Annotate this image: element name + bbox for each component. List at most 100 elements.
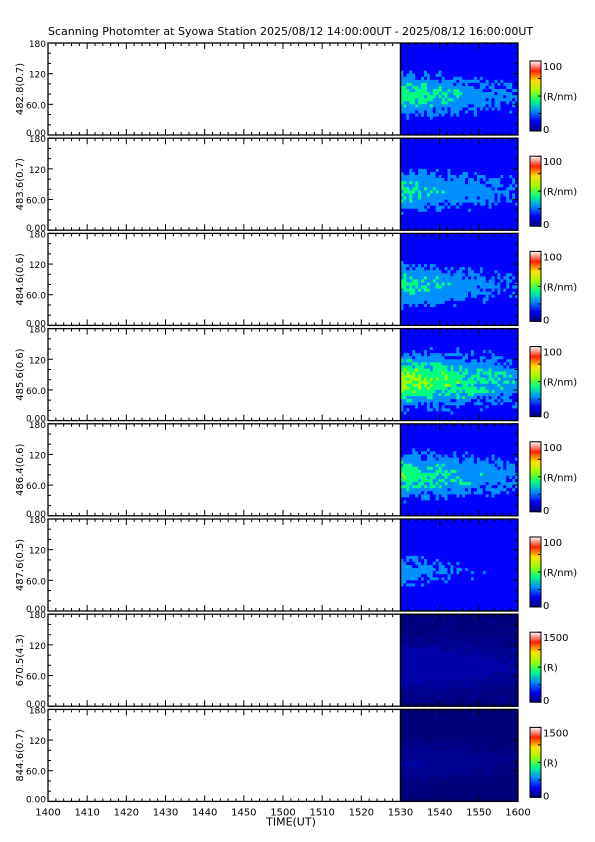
heatmap-cell — [479, 131, 484, 136]
heatmap-cell — [471, 362, 475, 366]
heatmap-cell — [459, 411, 463, 415]
heatmap-cell — [471, 303, 475, 308]
heatmap-cell — [426, 374, 431, 379]
heatmap-cell — [421, 233, 425, 237]
heatmap-cell — [471, 279, 475, 283]
heatmap-cell — [462, 110, 466, 114]
heatmap-cell — [409, 85, 413, 90]
heatmap-cell — [512, 171, 516, 176]
heatmap-cell — [421, 322, 425, 326]
heatmap-cell — [426, 328, 431, 333]
heatmap-cell — [450, 411, 454, 415]
heatmap-cell — [476, 267, 481, 271]
heatmap-cell — [400, 119, 404, 124]
heatmap-cell — [444, 98, 448, 102]
heatmap-cell — [462, 193, 466, 197]
heatmap-cell — [462, 49, 466, 53]
heatmap-cell — [476, 362, 481, 366]
heatmap-cell — [459, 199, 463, 203]
heatmap-cell — [441, 350, 445, 354]
heatmap-cell — [412, 264, 416, 268]
heatmap-cell — [418, 242, 422, 247]
heatmap-cell — [509, 67, 513, 71]
heatmap-cell — [421, 288, 425, 293]
heatmap-cell — [459, 113, 463, 117]
heatmap-cell — [471, 193, 475, 197]
heatmap-cell — [482, 233, 487, 237]
heatmap-cell — [479, 343, 484, 348]
heatmap-cell — [450, 214, 454, 219]
heatmap-cell — [465, 408, 469, 412]
heatmap-cell — [450, 365, 454, 369]
heatmap-cell — [512, 224, 516, 228]
heatmap-cell — [482, 334, 487, 339]
heatmap-cell — [438, 322, 443, 326]
heatmap-cell — [465, 297, 469, 302]
heatmap-cell — [412, 380, 416, 385]
heatmap-cell — [456, 393, 460, 397]
heatmap-cell — [424, 178, 428, 182]
heatmap-cell — [444, 377, 448, 382]
heatmap-cell — [426, 82, 431, 87]
heatmap-cell — [471, 221, 475, 225]
heatmap-cell — [429, 347, 434, 351]
heatmap-cell — [479, 202, 484, 207]
heatmap-cell — [424, 144, 428, 148]
heatmap-cell — [400, 254, 404, 259]
heatmap-cell — [468, 98, 472, 102]
heatmap-cell — [426, 159, 431, 164]
heatmap-cell — [509, 64, 513, 68]
heatmap-cell — [412, 67, 416, 71]
heatmap-cell — [418, 310, 422, 314]
heatmap-cell — [412, 217, 416, 222]
heatmap-cell — [409, 202, 413, 207]
heatmap-cell — [418, 227, 422, 231]
heatmap-cell — [503, 98, 507, 102]
heatmap-cell — [435, 310, 440, 314]
heatmap-cell — [415, 359, 419, 363]
heatmap-cell — [515, 55, 519, 59]
heatmap-cell — [403, 377, 407, 382]
heatmap-cell — [506, 64, 510, 68]
heatmap-cell — [441, 128, 445, 133]
heatmap-cell — [450, 147, 454, 151]
heatmap-cell — [479, 128, 484, 133]
heatmap-cell — [444, 245, 448, 250]
heatmap-cell — [500, 55, 504, 59]
heatmap-cell — [426, 288, 431, 293]
heatmap-cell — [444, 254, 448, 259]
heatmap-cell — [441, 264, 445, 268]
heatmap-cell — [432, 156, 437, 161]
heatmap-cell — [471, 153, 475, 157]
heatmap-cell — [424, 64, 428, 68]
heatmap-cell — [450, 347, 454, 351]
heatmap-cell — [494, 313, 498, 317]
heatmap-cell — [438, 347, 443, 351]
heatmap-cell — [497, 64, 501, 68]
heatmap-cell — [488, 168, 492, 173]
heatmap-cell — [462, 116, 466, 121]
heatmap-cell — [497, 95, 501, 99]
heatmap-cell — [471, 368, 475, 372]
heatmap-cell — [444, 313, 448, 317]
heatmap-cell — [412, 119, 416, 124]
heatmap-cell — [482, 211, 487, 216]
heatmap-cell — [406, 110, 410, 114]
heatmap-cell — [479, 408, 484, 412]
heatmap-cell — [500, 217, 504, 222]
heatmap-cell — [462, 55, 466, 59]
heatmap-cell — [488, 187, 492, 191]
heatmap-cell — [400, 92, 404, 96]
heatmap-cell — [462, 217, 466, 222]
heatmap-cell — [468, 205, 472, 210]
heatmap-cell — [441, 156, 445, 161]
heatmap-cell — [468, 214, 472, 219]
heatmap-cell — [435, 414, 440, 418]
heatmap-cell — [409, 270, 413, 274]
heatmap-cell — [491, 46, 495, 50]
heatmap-cell — [497, 233, 501, 237]
heatmap-cell — [459, 383, 463, 388]
heatmap-cell — [450, 279, 454, 283]
heatmap-cell — [506, 245, 510, 250]
heatmap-cell — [450, 294, 454, 299]
